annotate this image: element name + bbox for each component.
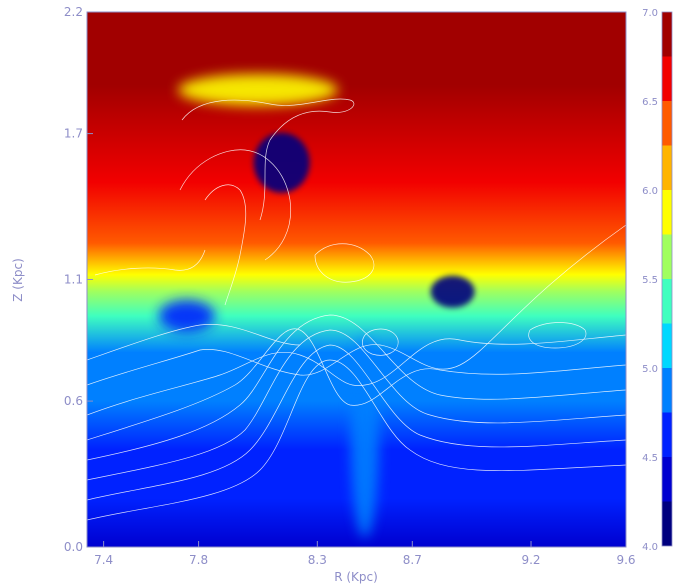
colorbar-band (662, 234, 672, 279)
contour-line (179, 149, 292, 261)
contour-line (87, 344, 626, 501)
contour-line (181, 98, 355, 221)
colorbar-band (662, 279, 672, 324)
colorbar-band (662, 56, 672, 101)
y-axis-label: Z (Kpc) (11, 258, 25, 301)
y-tick-label: 1.1 (64, 273, 83, 287)
y-tick-label: 1.7 (64, 127, 83, 141)
colorbar-band (662, 412, 672, 457)
contour-line (314, 243, 375, 283)
x-tick-label: 7.8 (189, 553, 208, 567)
colorbar-tick-label: 7.0 (642, 8, 658, 19)
colorbar: 4.0 4.5 5.0 5.5 6.0 6.5 7.0 (642, 8, 673, 553)
colorbar-frame (661, 11, 673, 547)
colorbar-band (662, 323, 672, 368)
colorbar-tick-label: 6.0 (642, 186, 658, 197)
colorbar-band (662, 101, 672, 146)
x-tick-label: 7.4 (94, 553, 113, 567)
contour-line (87, 329, 626, 481)
colorbar-band (662, 12, 672, 57)
heatmap-plot (86, 11, 627, 548)
x-tick-label: 8.7 (403, 553, 422, 567)
x-tick-label: 9.6 (616, 553, 635, 567)
feature-chimney (350, 337, 379, 538)
colorbar-tick-label: 4.5 (642, 453, 658, 464)
contour-line (87, 224, 626, 386)
feature-cold-knot (430, 275, 475, 308)
y-tick-label: 0.0 (64, 540, 83, 554)
heatmap-features (158, 73, 475, 538)
colorbar-band (662, 501, 672, 546)
feature-cold-blob (253, 132, 310, 193)
y-tick-label: 2.2 (64, 5, 83, 19)
colorbar-band (662, 190, 672, 235)
contour-lines (87, 98, 626, 521)
y-axis: 0.0 0.6 1.1 1.7 2.2 (64, 5, 93, 554)
y-tick-label: 0.6 (64, 394, 83, 408)
colorbar-tick-label: 5.5 (642, 275, 658, 286)
x-tick-label: 8.3 (308, 553, 327, 567)
colorbar-bands (662, 12, 672, 546)
colorbar-band (662, 368, 672, 413)
contour-line (362, 328, 399, 356)
contour-line (528, 322, 587, 349)
contour-line (94, 249, 206, 276)
contour-line (87, 334, 626, 416)
contour-line (87, 328, 626, 441)
feature-hot-cloud-cap (177, 73, 338, 106)
colorbar-tick-label: 6.5 (642, 97, 658, 108)
colorbar-ticks: 4.0 4.5 5.0 5.5 6.0 6.5 7.0 (642, 8, 658, 553)
colorbar-tick-label: 5.0 (642, 364, 658, 375)
contour-line (87, 359, 626, 521)
colorbar-band (662, 145, 672, 190)
x-tick-label: 9.2 (521, 553, 540, 567)
colorbar-tick-label: 4.0 (642, 542, 658, 553)
contour-line (87, 314, 626, 461)
feature-cold-lobe (158, 299, 215, 332)
x-axis: 7.4 7.8 8.3 8.7 9.2 9.6 (94, 541, 636, 567)
x-axis-label: R (Kpc) (334, 570, 378, 584)
colorbar-band (662, 457, 672, 502)
contour-line (87, 323, 301, 361)
contour-line (204, 184, 247, 306)
